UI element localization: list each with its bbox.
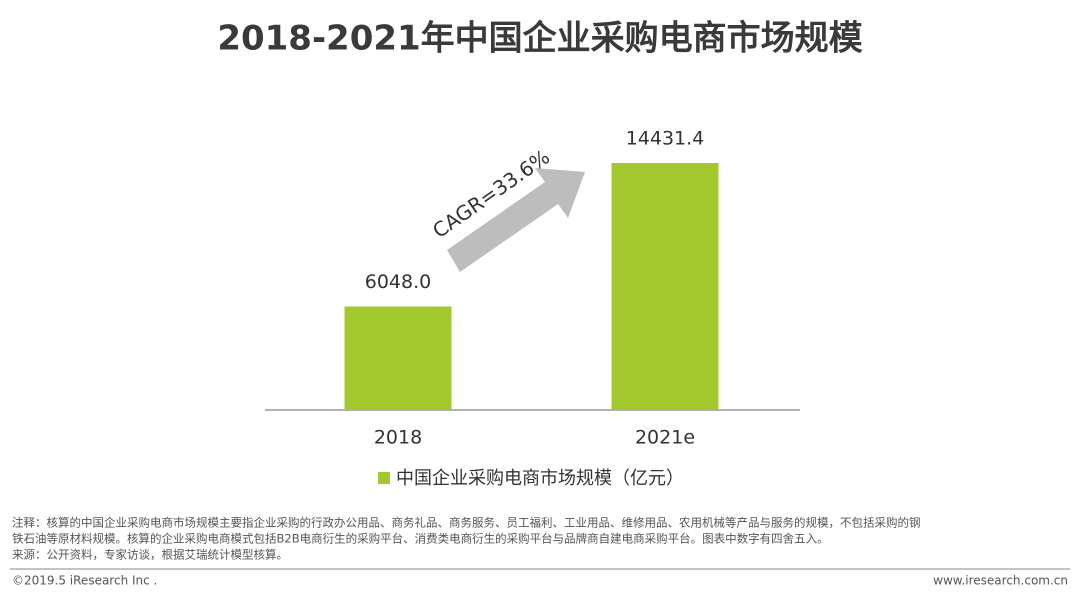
cagr-arrow (447, 168, 585, 272)
note: 铁石油等原材料规模。核算的企业采购电商模式包括B2B电商衍生的采购平台、消费类电… (12, 532, 829, 546)
footer-right: www.iresearch.com.cn (933, 574, 1068, 588)
bar (611, 163, 719, 410)
bar (344, 306, 452, 410)
note: 注释：核算的中国企业采购电商市场规模主要指企业采购的行政办公用品、商务礼品、商务… (12, 516, 921, 530)
data-label: 14431.4 (626, 128, 705, 150)
legend-label: 中国企业采购电商市场规模（亿元） (396, 468, 684, 489)
footer-left: ©2019.5 iResearch Inc . (12, 574, 157, 588)
legend-swatch (378, 472, 390, 484)
data-label: 6048.0 (365, 271, 431, 293)
chart-title: 2018-2021年中国企业采购电商市场规模 (217, 19, 862, 59)
x-tick-label: 2018 (374, 427, 422, 449)
x-tick-label: 2021e (635, 427, 695, 449)
source: 来源：公开资料，专家访谈，根据艾瑞统计模型核算。 (12, 548, 288, 562)
